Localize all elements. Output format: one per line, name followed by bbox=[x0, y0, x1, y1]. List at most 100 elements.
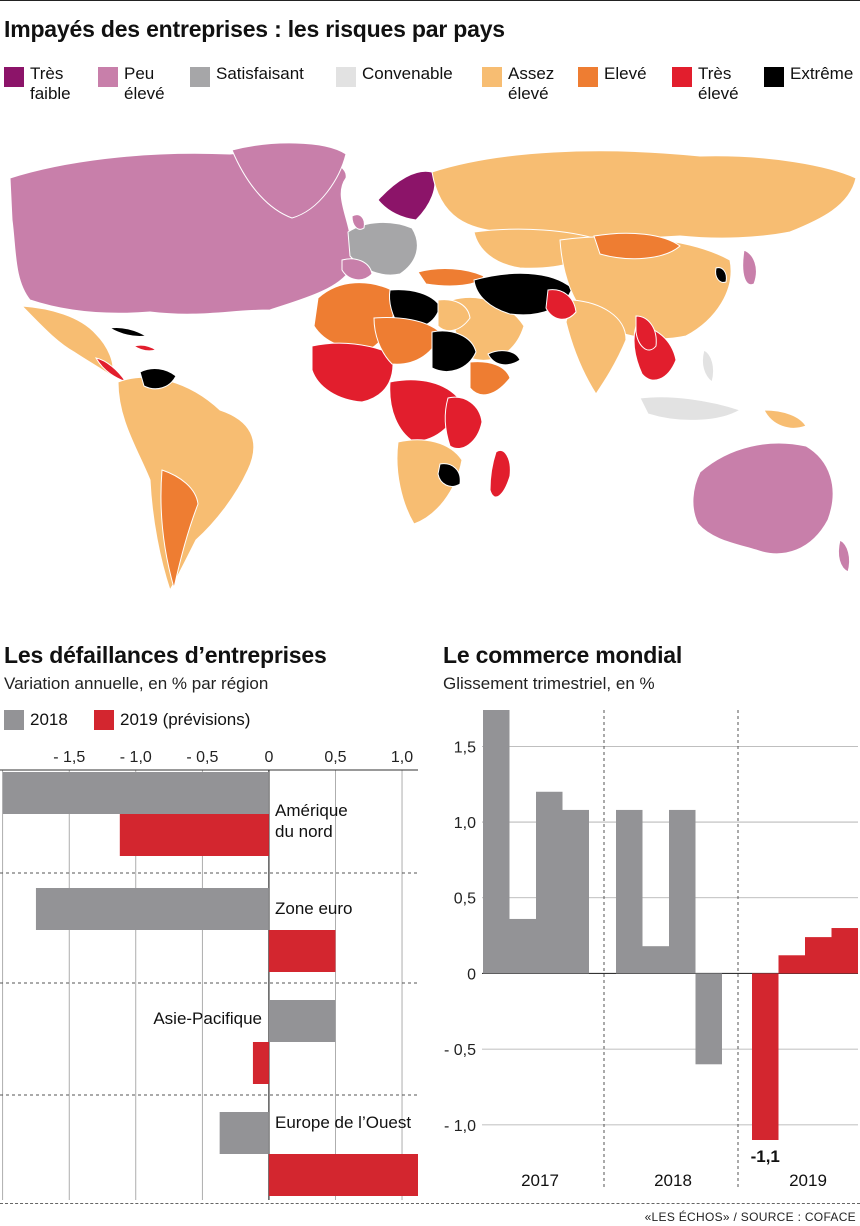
y-tick-label: - 1,0 bbox=[444, 1118, 476, 1135]
risk-legend: Très faible Peu élevé Satisfaisant Convenab… bbox=[0, 64, 860, 114]
y-tick-label: 0 bbox=[467, 966, 476, 983]
x-tick-label: 0 bbox=[264, 749, 273, 766]
bar-2019-q3 bbox=[805, 937, 832, 974]
region-zimbabwe bbox=[437, 463, 461, 487]
legend-swatch-2019 bbox=[94, 710, 114, 730]
region-india bbox=[565, 299, 627, 395]
bar-2019-1 bbox=[268, 930, 336, 972]
chart1-title: Les défaillances d’entreprises bbox=[4, 642, 327, 668]
region-mexico bbox=[20, 305, 114, 377]
region-philippines bbox=[701, 349, 715, 383]
bar-2018-3 bbox=[219, 1112, 269, 1154]
region-caribbean bbox=[132, 344, 158, 352]
year-label: 2019 bbox=[789, 1171, 827, 1190]
region-turkey-caucasus bbox=[417, 268, 485, 287]
bar-2019-3 bbox=[268, 1154, 418, 1196]
region-madagascar bbox=[489, 450, 511, 498]
map-title: Impayés des entreprises : les risques pa… bbox=[4, 16, 505, 42]
y-tick-label: 1,0 bbox=[454, 815, 476, 832]
region-yemen bbox=[487, 350, 521, 366]
x-tick-label: - 1,5 bbox=[53, 749, 85, 766]
legend-swatch bbox=[98, 67, 118, 87]
region-australia bbox=[692, 442, 834, 555]
bar-2017-q4 bbox=[562, 809, 589, 974]
legend-swatch bbox=[4, 67, 24, 87]
bar-2019-q4 bbox=[831, 928, 858, 974]
bar-2018-2 bbox=[268, 1000, 336, 1042]
legend-label-2018: 2018 bbox=[30, 710, 68, 729]
bar-2018-0 bbox=[2, 772, 269, 814]
y-tick-label: 1,5 bbox=[454, 739, 476, 756]
region-southern-africa bbox=[396, 439, 463, 525]
x-tick-label: - 0,5 bbox=[186, 749, 218, 766]
region-greenland bbox=[231, 142, 347, 219]
footer-rule bbox=[0, 1203, 860, 1205]
legend-label: Convenable bbox=[362, 64, 453, 83]
legend-label: Très faible bbox=[30, 64, 71, 103]
region-indonesia bbox=[639, 396, 742, 421]
legend-label: Extrême bbox=[790, 64, 854, 83]
legend-swatch bbox=[764, 67, 784, 87]
category-label: Zone euro bbox=[275, 899, 353, 918]
year-label: 2018 bbox=[654, 1171, 692, 1190]
category-label: Asie-Pacifique bbox=[153, 1009, 262, 1028]
region-cuba bbox=[108, 327, 148, 337]
region-papua bbox=[763, 409, 807, 429]
top-rule bbox=[0, 0, 860, 1]
bar-2018-1 bbox=[35, 888, 269, 930]
bar-2017-q1 bbox=[483, 710, 510, 974]
annotation-min-value: -1,1 bbox=[751, 1147, 780, 1166]
x-tick-label: 0,5 bbox=[324, 749, 346, 766]
legend-label: Elevé bbox=[604, 64, 647, 83]
region-iberia bbox=[341, 258, 373, 281]
year-label: 2017 bbox=[521, 1171, 559, 1190]
region-russia bbox=[431, 150, 857, 240]
region-japan bbox=[742, 249, 757, 286]
y-tick-label: - 0,5 bbox=[444, 1042, 476, 1059]
bar-2017-q3 bbox=[536, 791, 563, 974]
legend-swatch bbox=[482, 67, 502, 87]
y-tick-label: 0,5 bbox=[454, 891, 476, 908]
legend-label: Satisfaisant bbox=[216, 64, 304, 83]
chart2-subtitle: Glissement trimestriel, en % bbox=[443, 674, 655, 693]
region-pakistan bbox=[545, 289, 577, 320]
region-central-africa bbox=[389, 379, 461, 443]
map-regions bbox=[9, 142, 857, 592]
category-label: Europe de l’Ouest bbox=[275, 1113, 411, 1132]
world-risk-map bbox=[9, 142, 857, 592]
bar-2018-q3 bbox=[669, 809, 696, 974]
region-argentina bbox=[160, 469, 199, 589]
legend-label: Peu élevé bbox=[124, 64, 165, 103]
category-label: Amérique du nord bbox=[275, 801, 348, 841]
bar-2019-0 bbox=[119, 814, 269, 856]
bar-2018-q4 bbox=[695, 973, 722, 1065]
x-tick-label: - 1,0 bbox=[120, 749, 152, 766]
legend-label: Assez élevé bbox=[508, 64, 555, 103]
region-new-zealand bbox=[837, 539, 851, 573]
legend-label-2019: 2019 (prévisions) bbox=[120, 710, 251, 729]
chart2-title: Le commerce mondial bbox=[443, 642, 683, 668]
legend-swatch bbox=[578, 67, 598, 87]
region-mongolia bbox=[593, 232, 681, 260]
region-myanmar-thailand bbox=[635, 315, 657, 351]
bar-2019-q1 bbox=[752, 973, 779, 1140]
legend-swatch bbox=[336, 67, 356, 87]
legend-swatch bbox=[672, 67, 692, 87]
region-sahel bbox=[373, 317, 441, 365]
bar-2019-q2 bbox=[778, 955, 805, 974]
bar-2017-q2 bbox=[509, 918, 536, 974]
bar-2018-q2 bbox=[642, 946, 669, 974]
region-horn-of-africa bbox=[469, 361, 511, 396]
region-east-africa bbox=[444, 396, 483, 449]
region-west-africa bbox=[311, 342, 394, 403]
legend-swatch bbox=[190, 67, 210, 87]
region-sudan bbox=[431, 330, 477, 372]
legend-label: Très élevé bbox=[698, 64, 739, 103]
source-note: «LES ÉCHOS» / SOURCE : COFACE bbox=[644, 1210, 856, 1224]
region-scandinavia bbox=[377, 170, 436, 221]
region-venezuela bbox=[139, 368, 177, 390]
region-korea bbox=[715, 267, 727, 283]
bar-2018-q1 bbox=[616, 809, 643, 974]
x-tick-label: 1,0 bbox=[391, 749, 413, 766]
bar-2019-2 bbox=[252, 1042, 269, 1084]
